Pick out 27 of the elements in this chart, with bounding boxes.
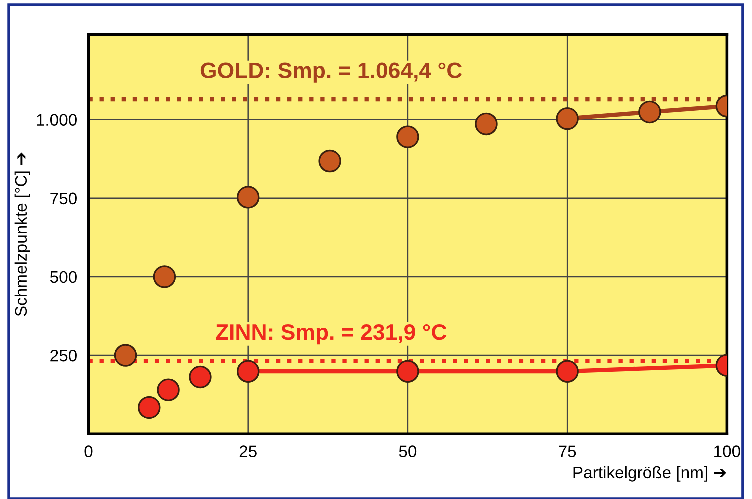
point [556, 360, 579, 383]
ref-line-label: GOLD: Smp. = 1.064,4 °C [200, 62, 462, 83]
y-tick-label: 1.000 [37, 114, 77, 126]
point [236, 186, 260, 209]
x-tick-label: 50 [399, 446, 417, 458]
y-axis-title: Schmelzpunkte [°C] ➔ [14, 152, 30, 316]
point [153, 266, 176, 288]
ref-line-label: ZINN: Smp. = 231,9 °C [216, 324, 447, 345]
point [189, 366, 212, 389]
x-tick-label: 0 [84, 446, 93, 458]
y-tick-label: 750 [50, 192, 77, 205]
point [138, 396, 161, 420]
x-axis-title: Partikelgröße [nm] ➔ [574, 466, 726, 482]
y-tick-label: 250 [50, 350, 77, 362]
point [236, 360, 260, 383]
point [475, 112, 498, 136]
point [318, 150, 342, 173]
point [114, 344, 138, 367]
point [157, 378, 180, 402]
y-tick-label: 500 [50, 271, 77, 284]
point [396, 126, 420, 148]
point [638, 100, 662, 124]
x-tick-label: 25 [240, 446, 257, 458]
point [556, 107, 579, 130]
x-tick-label: 75 [559, 446, 576, 458]
x-tick-label: 100 [714, 446, 740, 458]
point [396, 360, 420, 383]
